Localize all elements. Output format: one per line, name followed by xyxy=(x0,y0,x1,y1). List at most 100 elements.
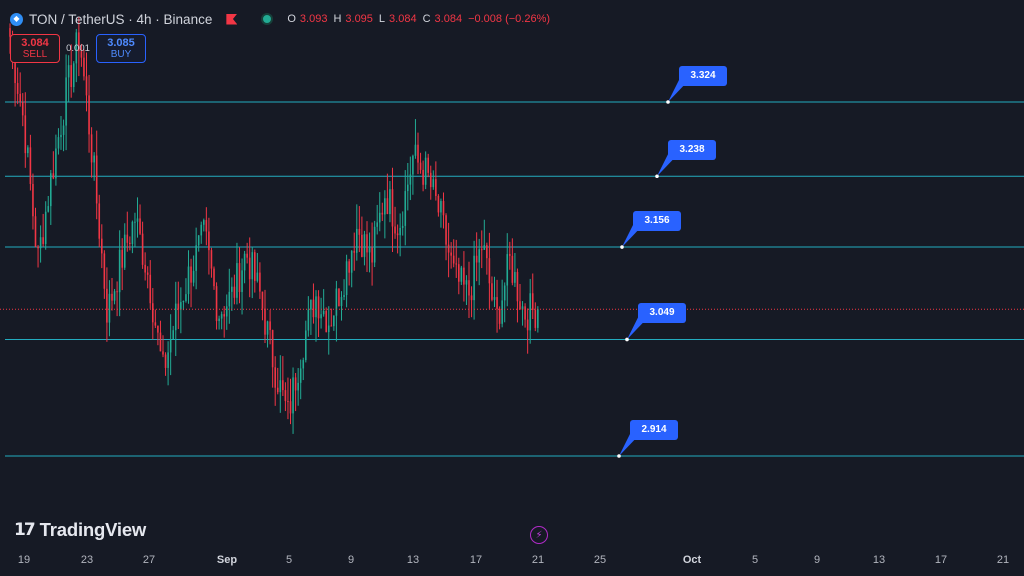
candle-body xyxy=(62,125,65,135)
candle-body xyxy=(276,387,279,393)
candle-body xyxy=(225,306,228,317)
candle-body xyxy=(284,390,287,402)
candles-layer xyxy=(9,17,539,434)
candle-body xyxy=(483,245,486,250)
candle-body xyxy=(325,310,327,333)
callout-anchor xyxy=(655,174,659,179)
candle-body xyxy=(310,299,312,310)
x-tick-label: 5 xyxy=(751,554,759,566)
candle-body xyxy=(455,263,458,265)
level-callout[interactable]: 3.324 xyxy=(679,66,727,86)
candle-body xyxy=(37,246,39,249)
ohlc-value: 3.084 xyxy=(389,13,417,25)
candle-body xyxy=(134,221,136,223)
candle-body xyxy=(378,212,381,223)
x-tick-label: 23 xyxy=(80,554,94,566)
candle-body xyxy=(27,147,29,154)
level-callout[interactable]: 3.238 xyxy=(668,140,716,161)
candle-body xyxy=(164,354,167,368)
candle-body xyxy=(493,297,496,300)
candle-body xyxy=(452,255,455,264)
candle-body xyxy=(509,254,511,256)
ohlc-values: O 3.093 H 3.095 L 3.084 C 3.084 −0.008 (−0.26%) xyxy=(287,13,552,25)
candle-body xyxy=(95,155,98,204)
candle-body xyxy=(537,309,539,328)
market-status-icon[interactable] xyxy=(261,13,274,25)
candle-body xyxy=(279,380,282,393)
candle-body xyxy=(384,198,386,215)
ohlc-value: 3.084 xyxy=(434,13,463,25)
candle-body xyxy=(269,321,271,331)
x-tick-label: 9 xyxy=(813,554,821,566)
candle-body xyxy=(442,201,445,216)
flag-icon[interactable] xyxy=(226,14,237,25)
sell-price: 3.084 xyxy=(21,36,49,49)
candle-body xyxy=(470,295,473,301)
candle-body xyxy=(340,297,343,307)
candle-body xyxy=(371,247,373,263)
candle-body xyxy=(182,300,185,303)
candle-body xyxy=(136,218,139,222)
tradingview-logo-text: TradingView xyxy=(39,519,147,540)
ohlc-key: L xyxy=(378,13,386,25)
candle-body xyxy=(90,134,93,163)
tradingview-logo[interactable]: 𝟭𝟳 TradingView xyxy=(14,519,146,541)
candle-body xyxy=(9,28,11,37)
candle-body xyxy=(57,137,60,149)
candle-body xyxy=(60,134,62,138)
x-tick-label: 9 xyxy=(347,554,355,566)
candle-body xyxy=(496,297,498,309)
candle-body xyxy=(266,321,269,335)
candle-body xyxy=(70,65,72,88)
candle-body xyxy=(29,147,32,184)
lightning-icon[interactable]: ⚡ xyxy=(530,526,548,544)
candle-body xyxy=(131,221,134,245)
candle-body xyxy=(350,250,353,273)
level-callout[interactable]: 3.049 xyxy=(638,303,686,324)
candle-body xyxy=(294,377,297,391)
candle-body xyxy=(246,253,248,258)
candle-body xyxy=(356,228,358,253)
candle-body xyxy=(88,95,90,135)
candle-body xyxy=(256,272,259,281)
candle-body xyxy=(432,179,435,188)
candle-body xyxy=(473,255,475,301)
candle-body xyxy=(534,309,537,328)
sell-button[interactable]: 3.084 SELL xyxy=(10,34,60,63)
candle-body xyxy=(305,330,307,361)
ohlc-value: 3.095 xyxy=(345,13,373,25)
candle-body xyxy=(141,233,144,265)
candle-body xyxy=(333,315,335,327)
candle-body xyxy=(429,172,432,188)
buy-label: BUY xyxy=(110,48,132,60)
candle-body xyxy=(412,155,414,175)
x-axis[interactable]: 19 23 27 Sep 5 9 13 17 21 25 Oct 5 9 13 17 21 xyxy=(0,548,1024,576)
level-callout[interactable]: 2.914 xyxy=(630,420,678,440)
candle-body xyxy=(157,325,159,333)
candle-body xyxy=(195,245,197,271)
candle-body xyxy=(317,296,320,319)
buy-button[interactable]: 3.085 BUY xyxy=(96,34,146,63)
symbol-title[interactable]: TON / TetherUS · 4h · Binance xyxy=(29,11,213,27)
candle-body xyxy=(67,65,70,78)
candle-body xyxy=(223,314,225,317)
tradingview-logo-icon: 𝟭𝟳 xyxy=(14,520,36,540)
candle-body xyxy=(404,191,407,226)
candle-body xyxy=(498,308,501,324)
candle-body xyxy=(465,280,468,285)
candle-body xyxy=(167,352,169,368)
candle-body xyxy=(83,57,85,77)
candle-body xyxy=(363,234,366,257)
candle-body xyxy=(210,250,213,269)
callout-anchor xyxy=(617,454,621,458)
candle-body xyxy=(391,189,394,227)
candle-body xyxy=(463,267,465,285)
price-chart[interactable] xyxy=(0,0,1024,548)
x-tick-label: 5 xyxy=(285,554,293,566)
buy-price: 3.085 xyxy=(107,36,135,49)
candle-body xyxy=(106,288,108,323)
candle-body xyxy=(322,310,325,315)
candle-body xyxy=(113,291,116,301)
candle-body xyxy=(55,148,57,179)
level-callout[interactable]: 3.156 xyxy=(633,211,681,232)
